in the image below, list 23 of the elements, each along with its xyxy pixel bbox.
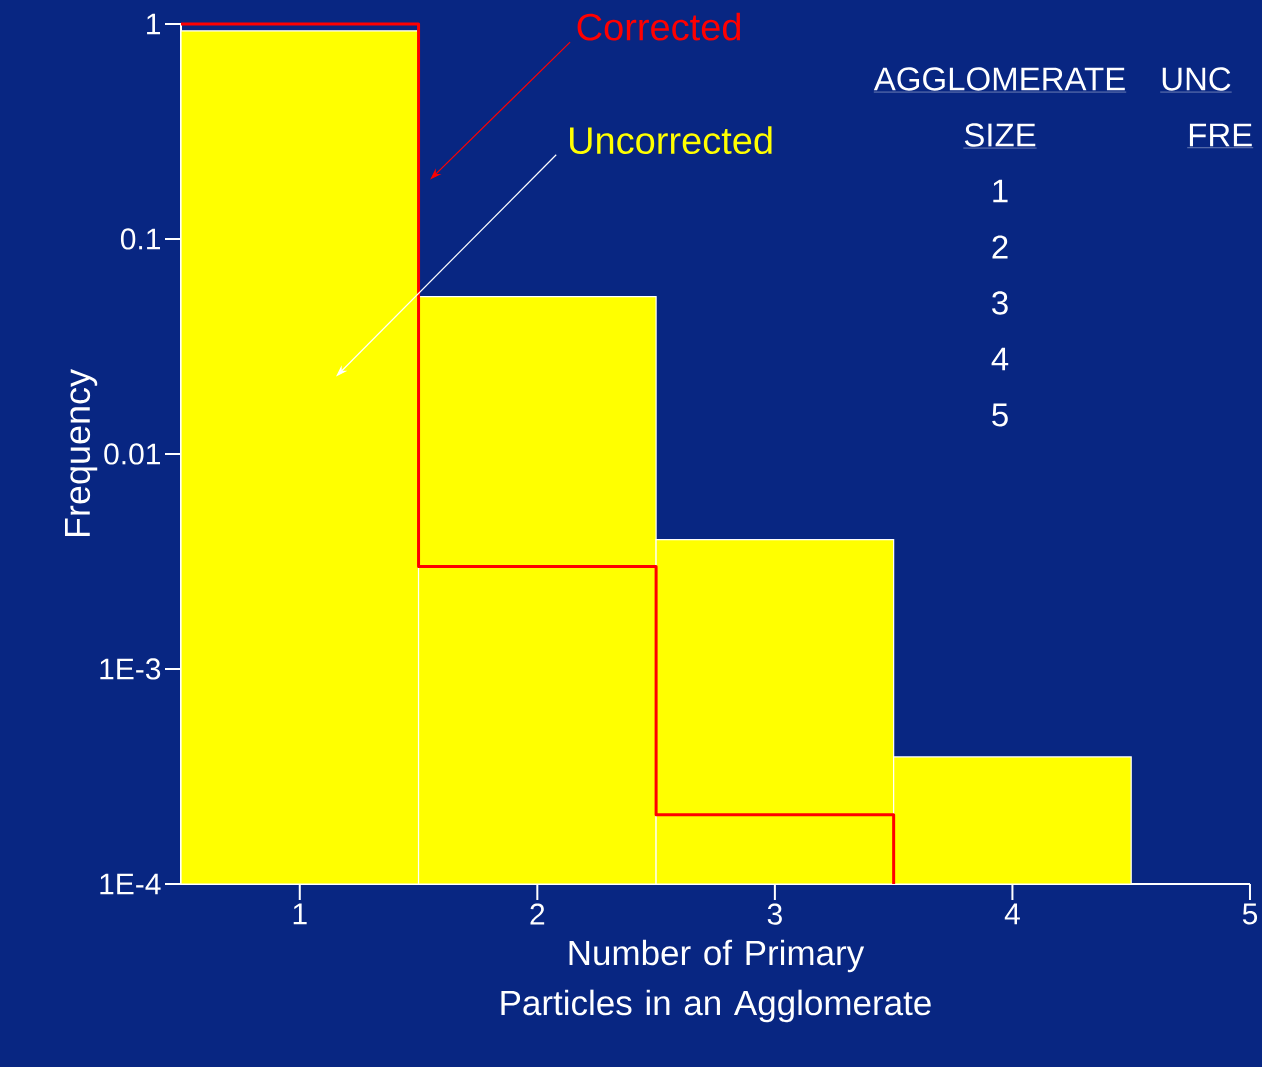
annotation: 3 [992, 291, 1008, 315]
y-axis-title: Frequency [65, 369, 98, 537]
y-tick-label: 1E-4 [100, 873, 161, 895]
annotation: 1 [993, 179, 1008, 203]
annotation: Corrected [577, 12, 741, 41]
y-tick-label: 1E-3 [100, 658, 161, 680]
x-tick-label: 3 [767, 903, 782, 925]
x-tick-label: 5 [1242, 903, 1258, 925]
annotation: Uncorrected [570, 126, 772, 155]
x-tick-label: 4 [1004, 903, 1020, 925]
y-tick-label: 0.1 [120, 228, 161, 250]
y-tick-label: 1 [147, 13, 161, 35]
annotation: SIZE [964, 123, 1036, 147]
annotation: 4 [991, 347, 1009, 371]
annotation: 2 [992, 235, 1008, 259]
annotation: UNC [1162, 67, 1231, 91]
annotation: AGGLOMERATE [873, 67, 1125, 91]
y-tick-label: 0.01 [104, 443, 161, 465]
annotation: 5 [992, 403, 1008, 427]
x-axis-title: Number of Primary Particles in an Agglomerate [501, 939, 931, 1023]
annotation: FRE [1189, 123, 1252, 147]
x-tick-label: 2 [530, 903, 545, 925]
x-tick-label: 1 [293, 903, 307, 925]
